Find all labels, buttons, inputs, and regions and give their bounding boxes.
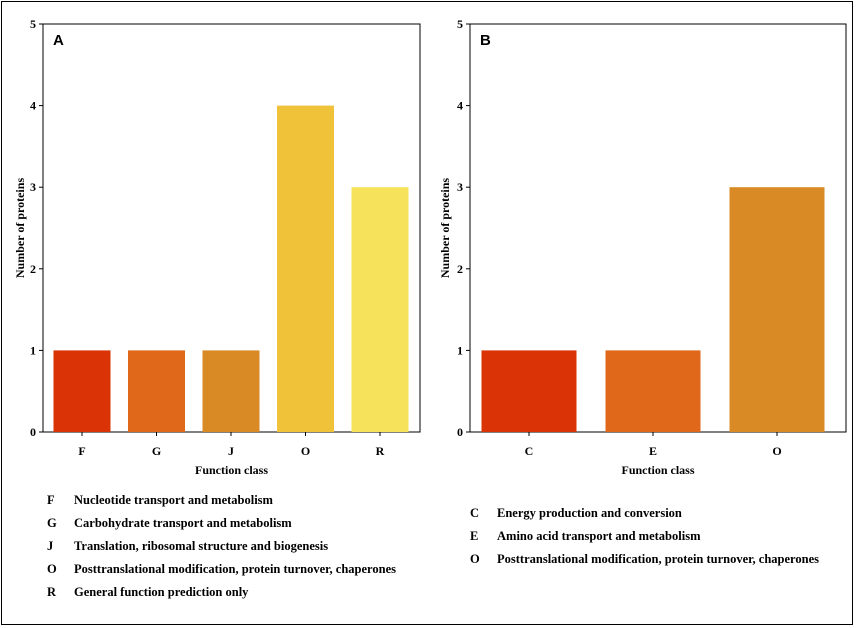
legend-code: E <box>470 529 479 543</box>
x-tick-label-a-F: F <box>78 444 85 458</box>
legend-code: R <box>47 585 57 599</box>
legend-description: Translation, ribosomal structure and bio… <box>74 539 329 553</box>
y-tick-label-a-4: 4 <box>30 99 36 113</box>
legend-panel-a: F Nucleotide transport and metabolism G Car… <box>47 493 437 603</box>
bar-a-G <box>128 350 185 432</box>
x-tick-label-a-O: O <box>301 444 310 458</box>
legend-code: F <box>47 493 55 507</box>
bar-a-J <box>202 350 260 432</box>
legend-description: Energy production and conversion <box>497 506 682 520</box>
y-tick-label-b-4: 4 <box>457 99 463 113</box>
x-tick-label-a-G: G <box>152 444 161 458</box>
y-tick-label-b-5: 5 <box>457 17 463 31</box>
y-tick-label-a-3: 3 <box>30 180 36 194</box>
x-tick-label-b-O: O <box>772 444 781 458</box>
bar-a-F <box>53 350 111 432</box>
bar-b-E <box>605 350 701 432</box>
panel-letter-b: B <box>480 32 491 49</box>
y-tick-label-b-0: 0 <box>457 425 463 439</box>
y-tick-label-b-2: 2 <box>457 262 463 276</box>
x-tick-label-a-R: R <box>376 444 385 458</box>
legend-code: O <box>47 562 57 576</box>
y-tick-label-b-1: 1 <box>457 343 463 357</box>
x-axis-label-a: Function class <box>195 463 268 477</box>
y-tick-label-a-0: 0 <box>30 425 36 439</box>
legend-code: C <box>470 506 480 520</box>
y-axis-label-a: Number of proteins <box>13 178 27 279</box>
bar-b-C <box>481 350 577 432</box>
x-tick-label-a-J: J <box>228 444 234 458</box>
legend-description: Nucleotide transport and metabolism <box>74 493 273 507</box>
legend-description: Posttranslational modification, protein … <box>74 562 396 576</box>
legend-description: Amino acid transport and metabolism <box>497 529 701 543</box>
legend-description: Posttranslational modification, protein … <box>497 552 819 566</box>
bar-b-O <box>729 187 825 432</box>
y-axis-label-b: Number of proteins <box>438 178 452 279</box>
x-tick-label-b-C: C <box>525 444 534 458</box>
bar-a-O <box>277 105 334 432</box>
legend-code: O <box>470 552 480 566</box>
legend-code: G <box>47 516 57 530</box>
legend-description: Carbohydrate transport and metabolism <box>74 516 292 530</box>
legend-panel-b: C Energy production and conversion E Amino … <box>470 506 850 586</box>
x-axis-label-b: Function class <box>621 463 694 477</box>
y-tick-label-a-1: 1 <box>30 343 36 357</box>
panel-letter-a: A <box>53 32 64 49</box>
y-tick-label-a-2: 2 <box>30 262 36 276</box>
y-tick-label-a-5: 5 <box>30 17 36 31</box>
legend-code: J <box>47 539 54 553</box>
x-tick-label-b-E: E <box>649 444 657 458</box>
y-tick-label-b-3: 3 <box>457 180 463 194</box>
legend-description: General function prediction only <box>74 585 249 599</box>
bar-a-R <box>351 187 409 432</box>
